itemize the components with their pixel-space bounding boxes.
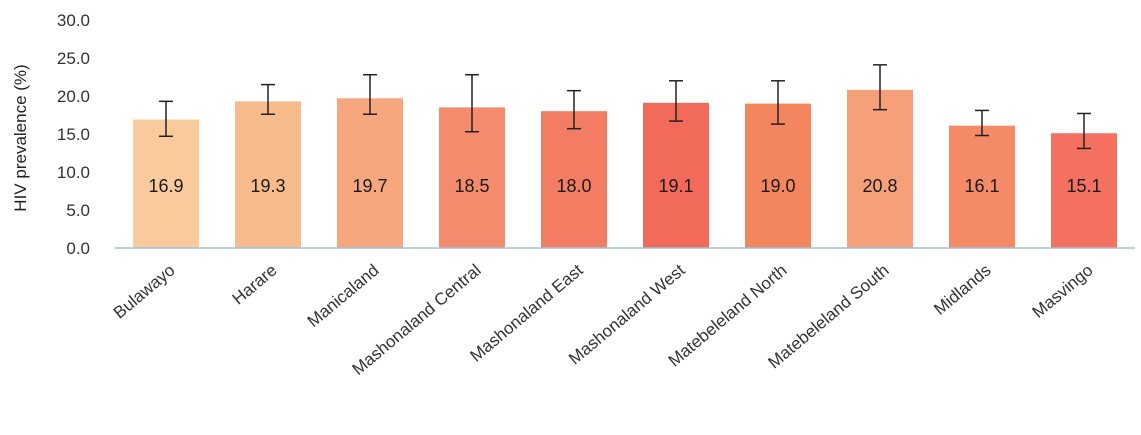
error-bar	[567, 89, 581, 130]
y-tick-label: 15.0	[57, 125, 90, 144]
data-label: 19.0	[760, 176, 795, 196]
error-bar	[1077, 112, 1091, 150]
error-bar	[873, 64, 887, 111]
y-tick-label: 30.0	[57, 11, 90, 30]
bar	[1051, 133, 1117, 248]
error-bar	[975, 109, 989, 137]
bar	[847, 89, 913, 248]
x-category-label: Bulawayo	[110, 261, 179, 323]
error-bar	[669, 80, 683, 122]
data-label: 18.0	[556, 176, 591, 196]
x-category-label: Midlands	[930, 261, 994, 319]
data-label: 20.8	[862, 176, 897, 196]
data-label: 19.3	[250, 176, 285, 196]
y-tick-label: 25.0	[57, 49, 90, 68]
bar	[541, 111, 607, 248]
error-bar	[465, 73, 479, 133]
y-tick-label: 5.0	[66, 201, 90, 220]
y-axis-tick-labels: 0.0 5.0 10.0 15.0 20.0 25.0 30.0	[57, 11, 90, 258]
y-tick-label: 10.0	[57, 163, 90, 182]
bar	[745, 103, 811, 248]
data-label: 19.1	[658, 176, 693, 196]
data-label: 18.5	[454, 176, 489, 196]
error-bar	[363, 73, 377, 115]
data-labels: 16.9 19.3 19.7 18.5 18.0 19.1 19.0 20.8 16.1 15.1	[148, 176, 1101, 196]
x-category-label: Manicaland	[304, 261, 383, 331]
bar	[133, 119, 199, 248]
error-bar	[261, 83, 275, 115]
data-label: 16.1	[964, 176, 999, 196]
bar-series	[133, 89, 1117, 249]
y-tick-label: 0.0	[66, 239, 90, 258]
error-bar	[159, 100, 173, 138]
data-label: 19.7	[352, 176, 387, 196]
data-label: 15.1	[1066, 176, 1101, 196]
error-bars	[159, 64, 1091, 150]
x-category-label: Masvingo	[1029, 261, 1097, 322]
y-tick-label: 20.0	[57, 87, 90, 106]
error-bar	[771, 80, 785, 125]
bar	[949, 125, 1015, 248]
x-category-label: Harare	[229, 261, 281, 309]
bar	[337, 98, 403, 248]
bar	[643, 102, 709, 248]
y-axis-label: HIV prevalence (%)	[11, 64, 30, 211]
data-label: 16.9	[148, 176, 183, 196]
bar	[235, 101, 301, 248]
